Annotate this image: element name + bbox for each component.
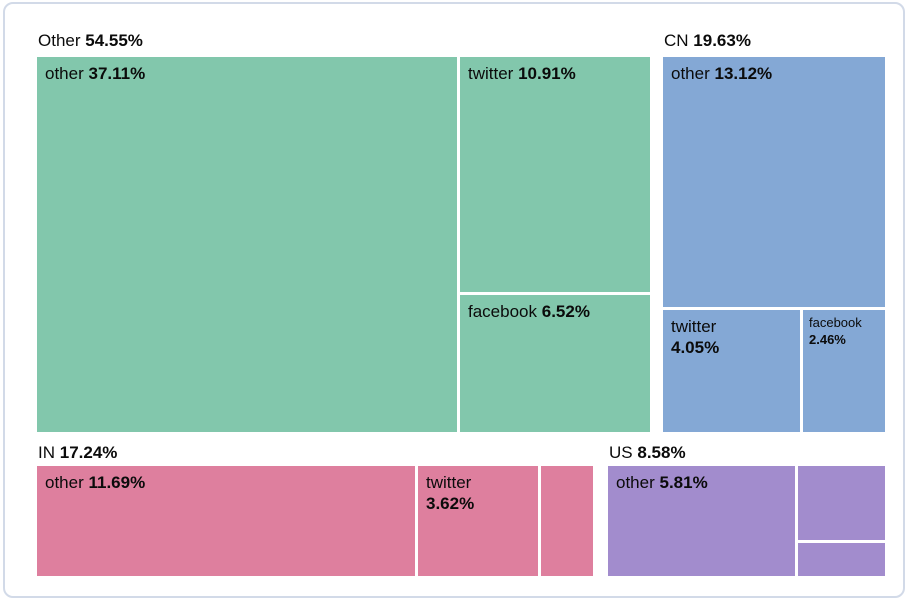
cell-other-other[interactable]: other 37.11% bbox=[37, 57, 457, 432]
group-pct: 54.55% bbox=[85, 31, 143, 50]
group-label-other: Other 54.55% bbox=[38, 30, 143, 52]
cell-other-facebook[interactable]: facebook 6.52% bbox=[460, 295, 650, 432]
cell-label: other bbox=[45, 64, 84, 83]
cell-us-small-bottom-unlabeled[interactable] bbox=[798, 543, 885, 576]
cell-in-other[interactable]: other 11.69% bbox=[37, 466, 415, 576]
cell-us-small-top-unlabeled[interactable] bbox=[798, 466, 885, 540]
group-label-in: IN 17.24% bbox=[38, 442, 117, 464]
cell-label: other bbox=[45, 473, 84, 492]
cell-label: facebook bbox=[468, 302, 537, 321]
group-pct: 19.63% bbox=[693, 31, 751, 50]
cell-cn-facebook[interactable]: facebook 2.46% bbox=[803, 310, 885, 432]
cell-in-twitter[interactable]: twitter 3.62% bbox=[418, 466, 538, 576]
cell-value: 2.46% bbox=[809, 332, 846, 347]
cell-value: 37.11% bbox=[88, 64, 146, 83]
group-label-us: US 8.58% bbox=[609, 442, 686, 464]
cell-value: 13.12% bbox=[714, 64, 773, 83]
cell-in-small-unlabeled[interactable] bbox=[541, 466, 593, 576]
cell-cn-other[interactable]: other 13.12% bbox=[663, 57, 885, 307]
cell-label: twitter bbox=[426, 473, 472, 492]
cell-other-twitter[interactable]: twitter 10.91% bbox=[460, 57, 650, 292]
group-pct: 17.24% bbox=[59, 443, 118, 462]
cell-value: 5.81% bbox=[659, 473, 708, 492]
treemap-chart: Other 54.55% other 37.11% twitter 10.91%… bbox=[5, 4, 908, 604]
cell-value: 4.05% bbox=[671, 338, 720, 357]
cell-label: other bbox=[616, 473, 655, 492]
cell-value: 3.62% bbox=[426, 494, 475, 513]
cell-value: 10.91% bbox=[518, 64, 576, 83]
cell-value: 11.69% bbox=[88, 473, 146, 492]
cell-label: facebook bbox=[809, 315, 862, 330]
group-name: US bbox=[609, 443, 633, 462]
cell-label: other bbox=[671, 64, 710, 83]
group-name: IN bbox=[38, 443, 55, 462]
cell-label: twitter bbox=[671, 317, 717, 336]
group-name: CN bbox=[664, 31, 689, 50]
group-name: Other bbox=[38, 31, 81, 50]
cell-us-other[interactable]: other 5.81% bbox=[608, 466, 795, 576]
group-label-cn: CN 19.63% bbox=[664, 30, 751, 52]
cell-value: 6.52% bbox=[541, 302, 590, 321]
chart-panel: Other 54.55% other 37.11% twitter 10.91%… bbox=[3, 2, 905, 598]
cell-cn-twitter[interactable]: twitter 4.05% bbox=[663, 310, 800, 432]
group-pct: 8.58% bbox=[637, 443, 686, 462]
cell-label: twitter bbox=[468, 64, 514, 83]
